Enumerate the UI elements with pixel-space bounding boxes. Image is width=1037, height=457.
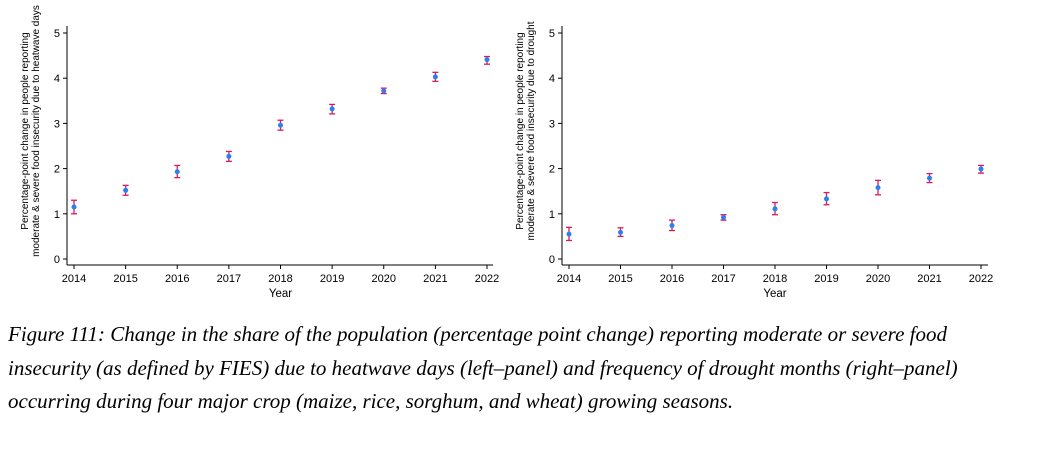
left-x-tick-label: 2017 [217,273,241,285]
right-data-point [927,175,932,181]
right-y-axis-title-line: moderate & severe food insecurity due to… [526,21,537,240]
left-data-point [278,122,283,128]
right-data-point [618,229,623,235]
left-x-tick-label: 2019 [320,273,344,285]
left-y-tick-label: 2 [54,164,60,176]
right-x-tick-label: 2022 [969,273,993,285]
right-x-tick-label: 2017 [711,273,735,285]
right-data-point [721,214,726,220]
right-y-tick-label: 3 [549,118,555,130]
right-data-point [978,166,984,172]
left-y-tick-label: 4 [54,73,60,85]
left-x-tick-label: 2018 [268,273,292,285]
right-y-tick-label: 0 [549,254,555,266]
left-x-axis-title: Year [269,288,292,300]
right-x-tick-label: 2014 [557,273,581,285]
right-data-point [824,196,829,202]
figure-caption: Figure 111: Change in the share of the p… [8,322,958,413]
right-x-tick-label: 2019 [814,273,838,285]
left-y-tick-label: 3 [54,118,60,130]
right-y-tick-label: 2 [549,164,555,176]
right-data-point [772,206,778,212]
right-data-point [875,185,881,191]
left-y-axis-title-line: Percentage-point change in people report… [20,32,31,229]
left-data-point [381,88,387,94]
right-y-tick-label: 1 [549,209,555,221]
left-x-tick-label: 2020 [372,273,396,285]
left-y-tick-label: 5 [54,28,60,40]
left-y-tick-label: 0 [54,254,60,266]
right-x-tick-label: 2016 [660,273,684,285]
left-x-tick-label: 2015 [113,273,137,285]
left-data-point [174,169,180,175]
right-x-tick-label: 2015 [608,273,632,285]
left-x-tick-label: 2022 [475,273,499,285]
left-x-tick-label: 2016 [165,273,189,285]
left-y-tick-label: 1 [54,209,60,221]
right-x-tick-label: 2020 [866,273,890,285]
left-data-point [329,106,335,112]
left-y-axis-title-line: moderate & severe food insecurity due to… [31,5,42,257]
right-y-tick-label: 4 [549,73,555,85]
left-data-point [484,57,490,63]
right-x-tick-label: 2021 [917,273,941,285]
right-y-tick-label: 5 [549,28,555,40]
left-data-point [226,153,232,159]
left-data-point [432,74,438,80]
right-x-tick-label: 2018 [763,273,787,285]
left-x-tick-label: 2014 [62,273,86,285]
right-x-axis-title: Year [763,288,786,300]
right-data-point [566,231,572,237]
right-data-point [669,223,675,229]
left-x-tick-label: 2021 [423,273,447,285]
right-y-axis-title-line: Percentage-point change in people report… [515,32,526,229]
left-data-point [123,187,129,193]
left-data-point [71,204,77,210]
